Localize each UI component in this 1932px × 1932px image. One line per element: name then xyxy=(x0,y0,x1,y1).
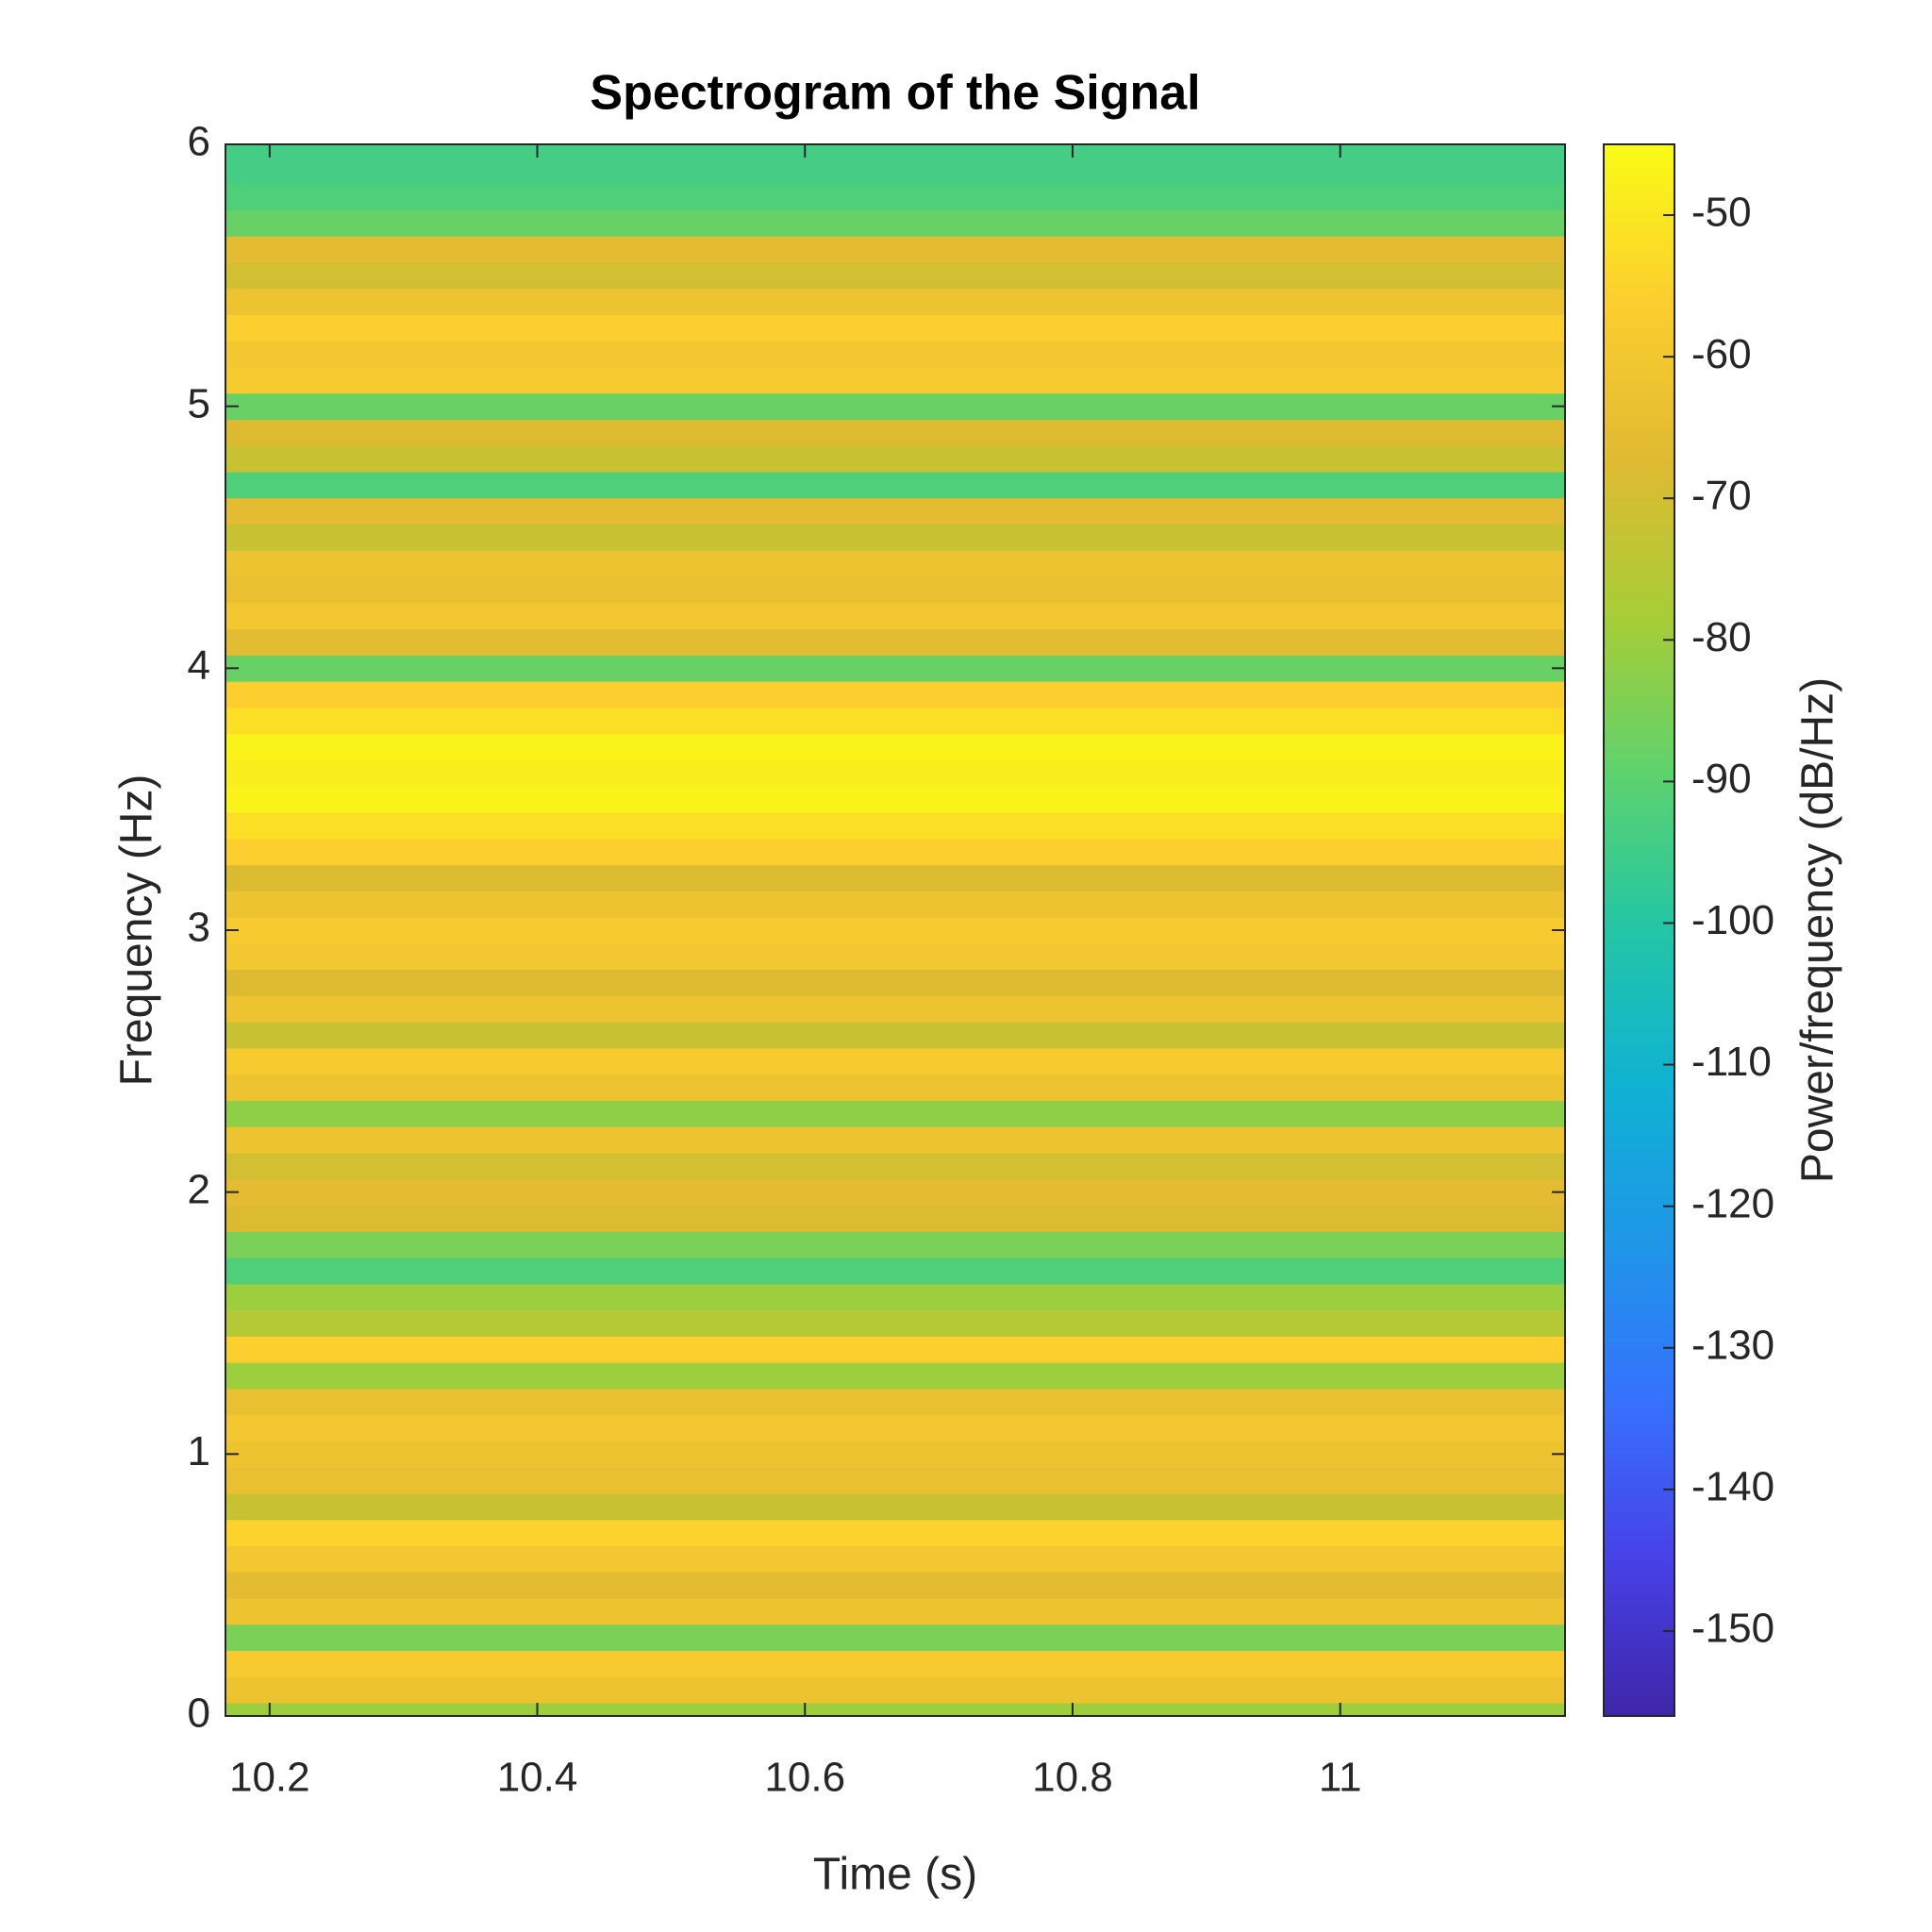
heatmap-row xyxy=(225,1519,1565,1547)
colorbar-label: Power/frequency (dB/Hz) xyxy=(1793,677,1843,1183)
colorbar xyxy=(1603,143,1675,1717)
colorbar-tick-label: -60 xyxy=(1691,331,1752,377)
heatmap-row xyxy=(225,1572,1565,1599)
y-tick-label: 3 xyxy=(188,905,210,951)
heatmap-row xyxy=(225,1074,1565,1101)
heatmap-row xyxy=(225,314,1565,341)
heatmap-row xyxy=(225,472,1565,499)
heatmap-row xyxy=(225,1676,1565,1704)
colorbar-tick-label: -70 xyxy=(1691,473,1752,519)
heatmap-row xyxy=(225,209,1565,237)
heatmap-row xyxy=(225,261,1565,290)
heatmap-row xyxy=(225,157,1565,185)
heatmap-row xyxy=(225,1047,1565,1075)
heatmap-row xyxy=(225,524,1565,551)
x-axis-label: Time (s) xyxy=(813,1850,977,1900)
heatmap-row xyxy=(225,392,1565,421)
heatmap-row xyxy=(225,1205,1565,1232)
colorbar-tick-label: -130 xyxy=(1691,1322,1774,1368)
heatmap-row xyxy=(225,1231,1565,1258)
heatmap-row xyxy=(225,1153,1565,1180)
y-tick-label: 4 xyxy=(188,642,210,689)
y-tick-label: 0 xyxy=(188,1690,210,1737)
heatmap-row xyxy=(225,419,1565,446)
heatmap-area xyxy=(225,144,1565,1716)
chart-title: Spectrogram of the Signal xyxy=(590,66,1200,121)
heatmap-row xyxy=(225,1257,1565,1285)
heatmap-row xyxy=(225,1362,1565,1390)
heatmap-row xyxy=(225,812,1565,840)
heatmap-row xyxy=(225,1545,1565,1573)
colorbar-tick-label: -90 xyxy=(1691,756,1752,802)
x-tick-label: 10.6 xyxy=(764,1755,845,1801)
x-tick-label: 11 xyxy=(1319,1755,1362,1801)
heatmap-row xyxy=(225,707,1565,735)
heatmap-row xyxy=(225,786,1565,813)
heatmap-row xyxy=(225,341,1565,368)
heatmap-row xyxy=(225,864,1565,891)
heatmap-row xyxy=(225,497,1565,525)
x-tick-label: 10.4 xyxy=(497,1755,578,1801)
heatmap-row xyxy=(225,759,1565,787)
heatmap-row xyxy=(225,288,1565,315)
y-tick-label: 5 xyxy=(188,380,210,426)
heatmap-row xyxy=(225,144,1565,158)
heatmap-row xyxy=(225,183,1565,210)
heatmap-row xyxy=(225,628,1565,656)
heatmap-row xyxy=(225,942,1565,971)
heatmap-row xyxy=(225,917,1565,944)
y-tick-label: 1 xyxy=(188,1428,210,1474)
heatmap-row xyxy=(225,445,1565,473)
heatmap-row xyxy=(225,1022,1565,1049)
heatmap-row xyxy=(225,576,1565,604)
x-tick-label: 10.8 xyxy=(1032,1755,1113,1801)
heatmap-row xyxy=(225,550,1565,577)
heatmap-row xyxy=(225,969,1565,996)
heatmap-row xyxy=(225,1283,1565,1311)
colorbar-tick-label: -100 xyxy=(1691,897,1774,943)
y-tick-label: 6 xyxy=(188,119,210,165)
heatmap-row xyxy=(225,1178,1565,1207)
heatmap-row xyxy=(225,1441,1565,1468)
heatmap-row xyxy=(225,681,1565,708)
heatmap-row xyxy=(225,602,1565,630)
heatmap-row xyxy=(225,1309,1565,1337)
heatmap-row xyxy=(225,367,1565,394)
heatmap-row xyxy=(225,655,1565,682)
colorbar-tick-label: -120 xyxy=(1691,1180,1774,1226)
colorbar-tick-label: -140 xyxy=(1691,1463,1774,1509)
colorbar-tick-label: -110 xyxy=(1691,1039,1772,1085)
heatmap-row xyxy=(225,1414,1565,1441)
colorbar-tick-label: -150 xyxy=(1691,1606,1774,1652)
heatmap-row xyxy=(225,236,1565,263)
y-tick-label: 2 xyxy=(188,1166,210,1212)
heatmap-row xyxy=(225,838,1565,866)
heatmap-row xyxy=(225,1336,1565,1363)
heatmap-row xyxy=(225,1126,1565,1154)
heatmap-row xyxy=(225,1624,1565,1652)
heatmap-row xyxy=(225,1703,1565,1716)
heatmap-row xyxy=(225,1388,1565,1416)
heatmap-row xyxy=(225,1467,1565,1494)
heatmap-row xyxy=(225,1650,1565,1677)
heatmap-row xyxy=(225,1598,1565,1625)
colorbar-tick-label: -80 xyxy=(1691,614,1752,660)
y-axis-label: Frequency (Hz) xyxy=(112,774,162,1087)
colorbar-tick-label: -50 xyxy=(1691,190,1752,236)
heatmap-row xyxy=(225,995,1565,1023)
heatmap-row xyxy=(225,733,1565,761)
heatmap-row xyxy=(225,891,1565,918)
x-tick-label: 10.2 xyxy=(229,1755,310,1801)
heatmap-row xyxy=(225,1100,1565,1127)
heatmap-row xyxy=(225,1492,1565,1521)
